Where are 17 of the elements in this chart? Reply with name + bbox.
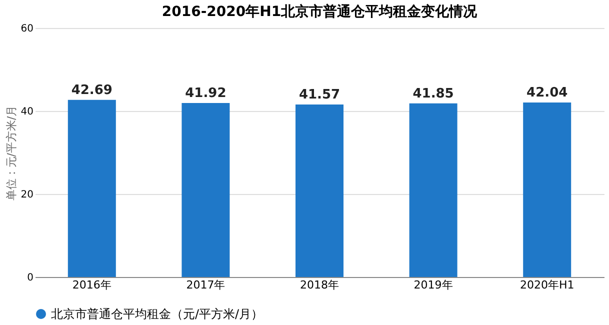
x-tick-label: 2016年 bbox=[72, 278, 112, 292]
data-label: 42.69 bbox=[71, 82, 112, 98]
data-label: 41.85 bbox=[412, 86, 454, 102]
x-tick-label: 2020年H1 bbox=[520, 278, 574, 292]
y-tick-label: 20 bbox=[20, 190, 34, 200]
data-label: 41.57 bbox=[298, 87, 340, 102]
y-tick-label: 60 bbox=[20, 24, 34, 34]
y-tick-label: 40 bbox=[20, 106, 34, 118]
data-label: 42.04 bbox=[526, 86, 568, 101]
x-tick-label: 2018年 bbox=[300, 278, 339, 292]
y-tick-label: 0 bbox=[27, 272, 34, 284]
data-label: 41.92 bbox=[185, 86, 226, 102]
y-axis-title: 单位：元/平方米/月 bbox=[4, 105, 18, 201]
chart-title: 2016-2020年H1北京市普通仓平均租金变化情况 bbox=[162, 3, 478, 20]
legend-label: 北京市普通仓平均租金（元/平方米/月） bbox=[51, 307, 264, 321]
x-tick-label: 2017年 bbox=[186, 278, 226, 292]
x-tick-label: 2019年 bbox=[414, 278, 453, 292]
